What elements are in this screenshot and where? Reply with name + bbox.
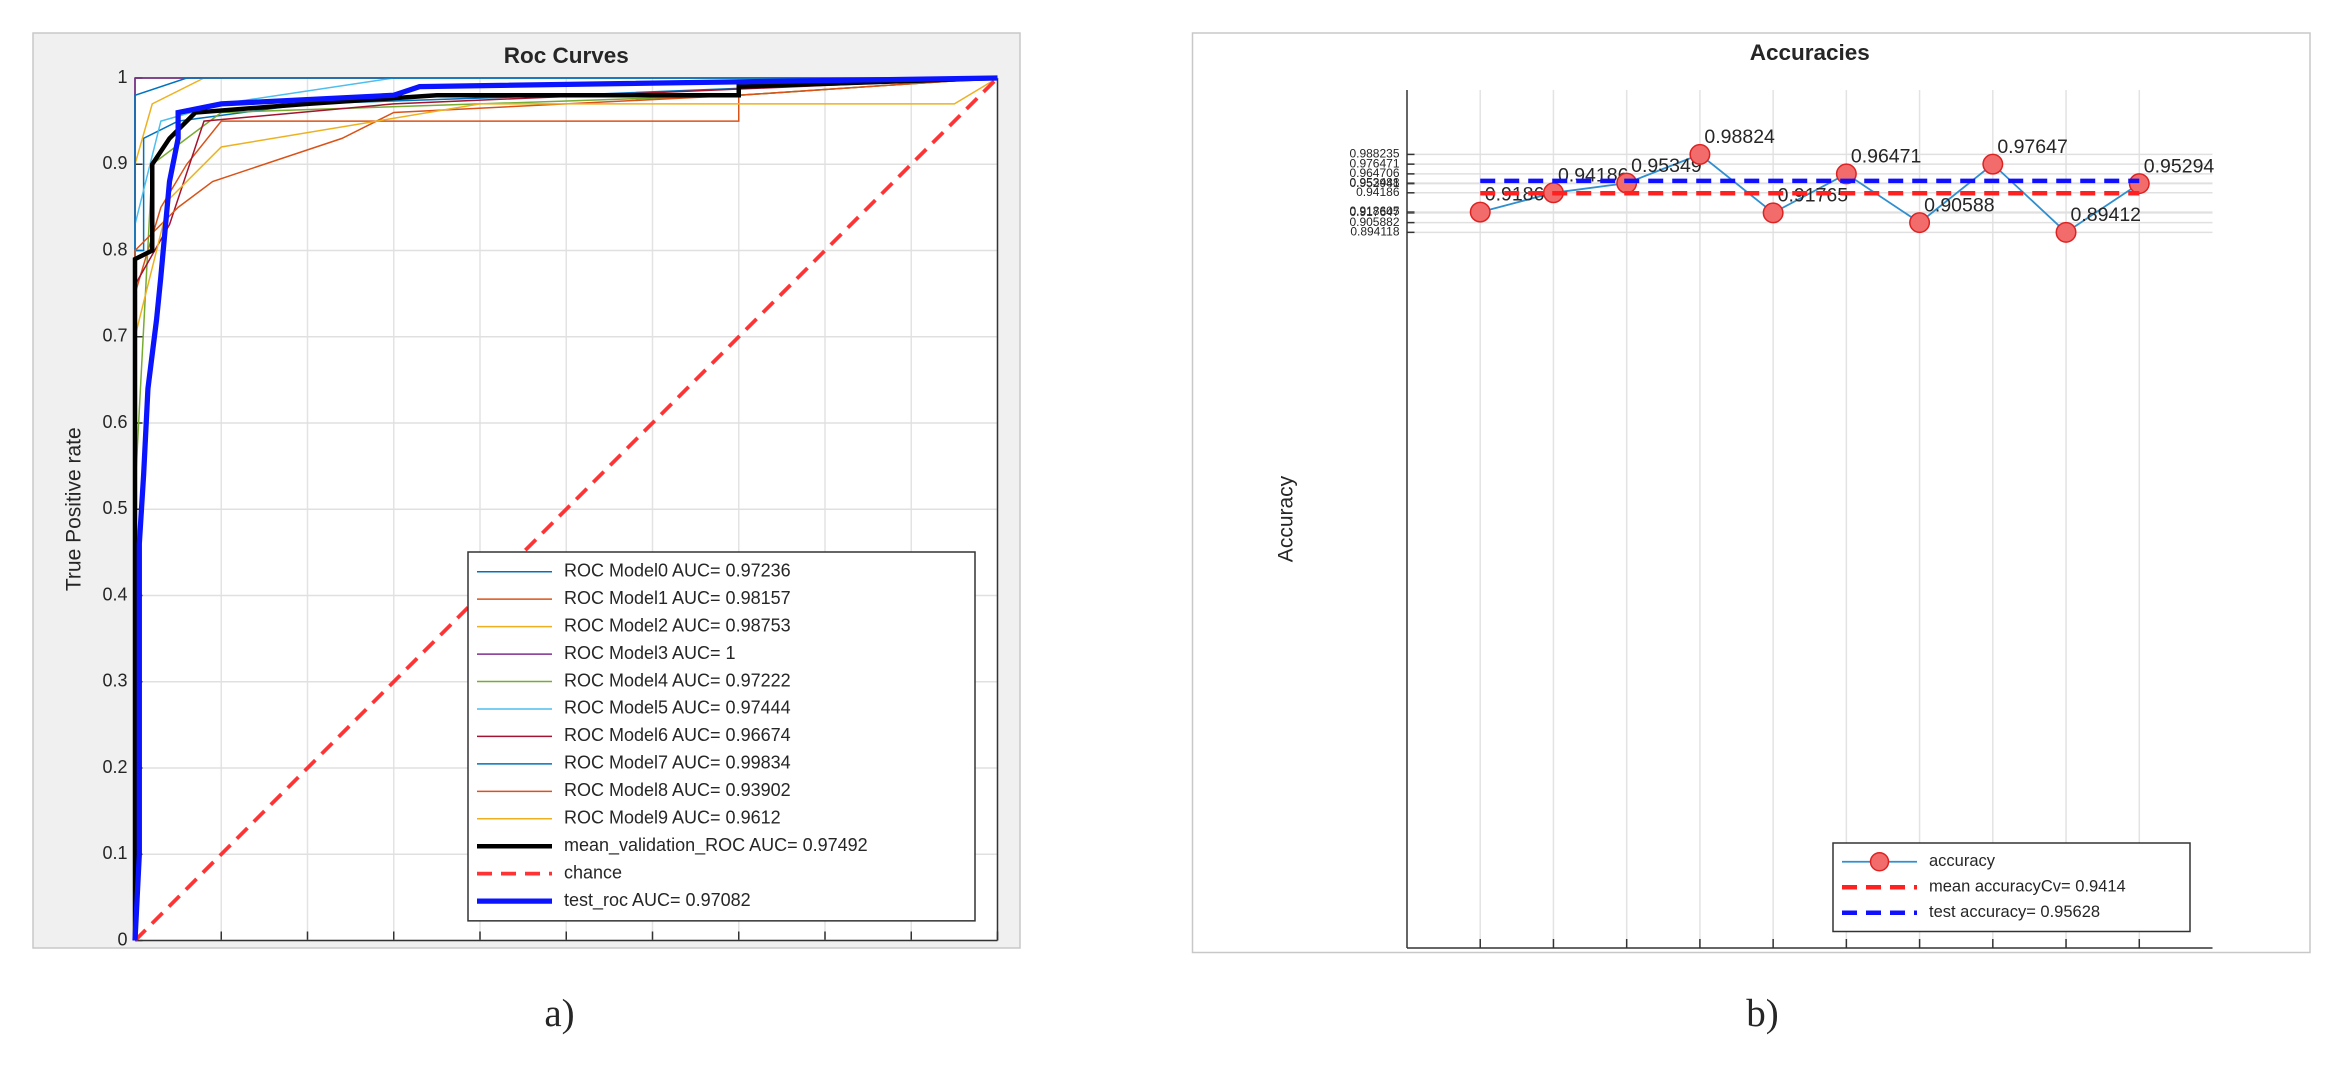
series-line <box>134 77 998 941</box>
caption: a) <box>544 992 574 1035</box>
data-label: 0.96471 <box>1851 146 1922 168</box>
legend-label: ROC Model4 AUC= 0.97222 <box>564 670 791 690</box>
legend-label: test accuracy= 0.95628 <box>1929 903 2100 921</box>
legend-label: ROC Model3 AUC= 1 <box>564 643 736 663</box>
y-tick-label: 0.7 <box>102 326 127 346</box>
y-tick-label: 0.6 <box>102 412 127 432</box>
data-label: 0.95349 <box>1631 155 1702 177</box>
legend-label: accuracy <box>1929 852 1996 870</box>
legend <box>467 551 976 922</box>
y-tick-label: 0.905882 <box>1349 215 1399 229</box>
y-tick-label: 0.9 <box>102 153 127 173</box>
y-tick-label: 0.3 <box>102 671 127 691</box>
y-tick-label: 0.988235 <box>1349 147 1399 161</box>
y-tick-label: 0.917647 <box>1349 205 1399 219</box>
legend-label: ROC Model2 AUC= 0.98753 <box>564 615 791 635</box>
y-tick-label: 0.5 <box>102 498 127 518</box>
data-label: 0.95294 <box>2144 155 2215 177</box>
legend-label: chance <box>564 862 622 882</box>
y-tick-label: 0.4 <box>102 584 127 604</box>
point-marker <box>1469 201 1491 223</box>
point-marker <box>2055 221 2077 243</box>
y-tick-label: 0.952941 <box>1349 176 1399 190</box>
caption: b) <box>1746 992 1778 1035</box>
legend-label: ROC Model6 AUC= 0.96674 <box>564 725 791 745</box>
legend-label: ROC Model1 AUC= 0.98157 <box>564 588 791 608</box>
y-tick-label: 0.94186 <box>1356 185 1400 199</box>
y-tick-label: 1 <box>117 67 127 87</box>
legend-label: mean_validation_ROC AUC= 0.97492 <box>564 835 868 856</box>
data-label: 0.90588 <box>1924 194 1995 216</box>
y-tick-label: 0.2 <box>102 757 127 777</box>
y-tick-label: 0.918605 <box>1349 204 1399 218</box>
y-tick-label: 0.976471 <box>1349 156 1399 170</box>
series-line <box>133 76 999 942</box>
legend-label: ROC Model7 AUC= 0.99834 <box>564 753 791 773</box>
legend-label: mean accuracyCv= 0.9414 <box>1929 878 2126 896</box>
point-marker <box>1982 153 2004 175</box>
y-axis-label: Accuracy <box>1275 475 1298 562</box>
series-line <box>1480 153 2140 234</box>
chart-title: Accuracies <box>1750 40 1870 65</box>
data-label: 0.98824 <box>1704 126 1775 148</box>
data-label: 0.91765 <box>1778 185 1849 207</box>
series-line <box>132 75 998 941</box>
series-line <box>134 77 998 941</box>
y-tick-label: 0.964706 <box>1349 166 1399 180</box>
y-tick-label: 0.953488 <box>1349 175 1399 189</box>
point-marker <box>1909 212 1931 234</box>
y-tick-label: 0.1 <box>102 843 127 863</box>
data-label: 0.89412 <box>2071 204 2142 226</box>
legend-label: test_roc AUC= 0.97082 <box>564 890 751 911</box>
legend-marker <box>1869 852 1890 872</box>
legend-label: ROC Model5 AUC= 0.97444 <box>564 698 791 718</box>
point-marker <box>1762 202 1784 224</box>
chart-title: Roc Curves <box>504 43 629 68</box>
legend-label: ROC Model9 AUC= 0.9612 <box>564 808 781 828</box>
point-marker <box>1689 143 1711 165</box>
legend-label: ROC Model0 AUC= 0.97236 <box>564 560 791 580</box>
y-tick-label: 0.894118 <box>1350 225 1399 239</box>
legend-label: ROC Model8 AUC= 0.93902 <box>564 780 791 800</box>
y-axis-label: True Positive rate <box>63 427 86 591</box>
y-tick-label: 0 <box>117 929 127 949</box>
y-tick-label: 0.8 <box>102 239 127 259</box>
data-label: 0.97647 <box>1997 136 2068 158</box>
series-line <box>132 75 998 941</box>
